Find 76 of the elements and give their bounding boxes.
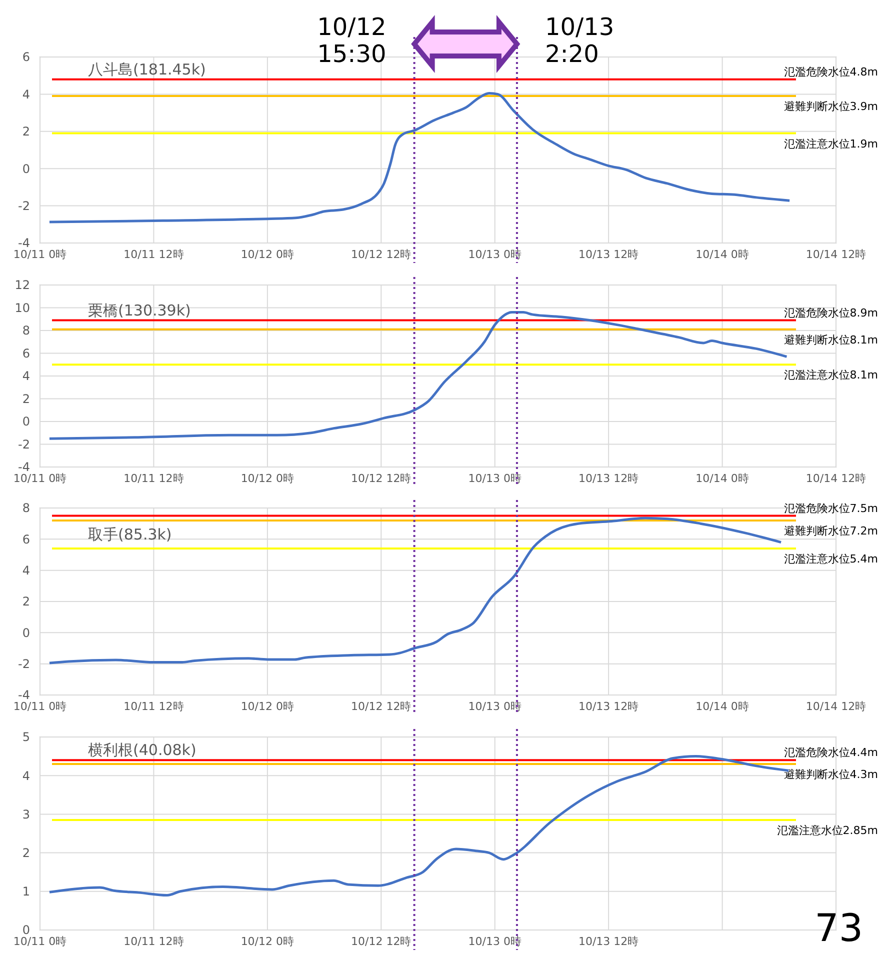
y-tick-label: -4 bbox=[18, 236, 30, 250]
ref-line-label: 氾濫危険水位4.4m bbox=[784, 746, 878, 760]
x-tick-label: 10/13 12時 bbox=[578, 248, 639, 261]
annotation: 73 bbox=[814, 906, 863, 950]
ref-line-label: 氾濫注意水位2.85m bbox=[776, 824, 878, 837]
y-tick-label: 12 bbox=[14, 278, 30, 292]
x-tick-label: 10/11 0時 bbox=[13, 935, 67, 948]
chart-title: 横利根(40.08k) bbox=[88, 741, 196, 760]
x-tick-label: 10/14 12時 bbox=[806, 472, 866, 485]
ref-line-label: 10/13 2:20 bbox=[544, 13, 614, 68]
x-tick-label: 10/12 0時 bbox=[240, 248, 294, 261]
y-tick-label: 6 bbox=[22, 50, 30, 64]
ref-line-label: 氾濫注意水位1.9m bbox=[784, 137, 878, 150]
x-tick-label: 10/14 0時 bbox=[696, 700, 749, 713]
x-tick-label: 10/12 0時 bbox=[240, 700, 294, 713]
ref-line-label: 10/12 15:30 bbox=[317, 13, 386, 68]
y-tick-label: -2 bbox=[18, 657, 30, 672]
x-tick-label: 10/11 12時 bbox=[124, 472, 184, 485]
ref-line-label: 氾濫危険水位8.9m bbox=[784, 306, 878, 320]
x-tick-label: 10/12 0時 bbox=[240, 935, 294, 948]
y-tick-label: 5 bbox=[22, 730, 30, 744]
y-tick-label: 4 bbox=[22, 87, 30, 102]
y-tick-label: -2 bbox=[18, 437, 30, 452]
y-tick-label: -4 bbox=[18, 688, 30, 702]
y-tick-label: -4 bbox=[18, 460, 30, 474]
x-tick-label: 10/14 12時 bbox=[806, 700, 866, 713]
text: 取手(85.3k) bbox=[88, 525, 172, 544]
x-tick-label: 10/13 0時 bbox=[468, 472, 522, 485]
ref-line-label: 避難判断水位7.2m bbox=[784, 524, 878, 538]
x-tick-label: 10/13 12時 bbox=[578, 935, 639, 948]
x-tick-label: 10/12 12時 bbox=[351, 248, 412, 261]
ref-line-label: 避難判断水位3.9m bbox=[784, 100, 878, 114]
y-tick-label: 4 bbox=[22, 564, 30, 578]
x-tick-label: 10/11 0時 bbox=[13, 472, 67, 485]
y-tick-label: 2 bbox=[22, 392, 30, 406]
ref-line-label: 氾濫危険水位4.8m bbox=[784, 65, 878, 78]
y-tick-label: 2 bbox=[22, 594, 30, 609]
y-tick-label: 3 bbox=[22, 807, 30, 822]
x-tick-label: 10/12 0時 bbox=[240, 472, 294, 485]
y-tick-label: 0 bbox=[22, 414, 30, 429]
y-tick-label: 8 bbox=[22, 501, 30, 516]
x-tick-label: 10/14 0時 bbox=[696, 248, 749, 261]
y-tick-label: 6 bbox=[22, 532, 30, 546]
y-tick-label: -2 bbox=[18, 199, 30, 213]
y-tick-label: 8 bbox=[22, 324, 30, 338]
y-tick-label: 0 bbox=[22, 923, 30, 938]
y-tick-label: 0 bbox=[22, 626, 30, 640]
ref-line-label: 氾濫危険水位7.5m bbox=[784, 502, 878, 515]
y-tick-label: 4 bbox=[22, 768, 30, 783]
x-tick-label: 10/11 12時 bbox=[124, 248, 184, 261]
x-tick-label: 10/14 12時 bbox=[806, 248, 866, 261]
ref-line-label: 氾濫注意水位5.4m bbox=[784, 552, 878, 566]
ref-line-label: 氾濫注意水位8.1m bbox=[784, 368, 878, 382]
x-tick-label: 10/13 12時 bbox=[578, 472, 639, 485]
ref-line-label: 避難判断水位8.1m bbox=[784, 333, 878, 346]
x-tick-label: 10/13 0時 bbox=[468, 700, 522, 713]
x-tick-label: 10/12 12時 bbox=[351, 700, 412, 713]
y-tick-label: 2 bbox=[22, 846, 30, 860]
y-tick-label: 6 bbox=[22, 346, 30, 360]
x-tick-label: 10/12 12時 bbox=[351, 935, 412, 948]
x-tick-label: 10/13 0時 bbox=[468, 935, 522, 948]
text: 栗橋(130.39k) bbox=[88, 301, 191, 320]
x-tick-label: 10/11 0時 bbox=[13, 700, 67, 713]
x-tick-label: 10/11 12時 bbox=[124, 935, 184, 948]
x-tick-label: 10/14 0時 bbox=[696, 472, 749, 485]
x-tick-label: 10/12 12時 bbox=[351, 472, 412, 485]
chart-title: 八斗島(181.45k) bbox=[88, 60, 206, 78]
x-tick-label: 10/11 12時 bbox=[124, 700, 184, 713]
y-tick-label: 4 bbox=[22, 369, 30, 384]
y-tick-label: 10 bbox=[14, 300, 30, 315]
x-tick-label: 10/13 12時 bbox=[578, 700, 639, 713]
y-tick-label: 2 bbox=[22, 124, 30, 139]
x-tick-label: 10/11 0時 bbox=[13, 248, 67, 261]
x-tick-label: 10/13 0時 bbox=[468, 248, 522, 261]
y-tick-label: 0 bbox=[22, 162, 30, 176]
y-tick-label: 1 bbox=[22, 884, 30, 899]
